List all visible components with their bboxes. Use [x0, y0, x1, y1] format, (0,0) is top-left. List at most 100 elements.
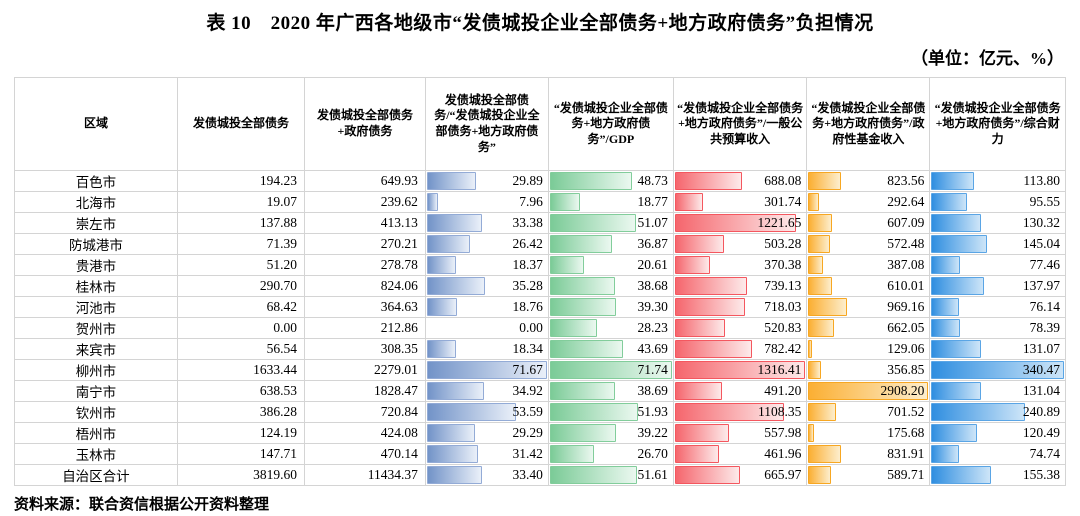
data-bar — [674, 361, 806, 379]
data-bar — [931, 340, 982, 358]
data-bar — [931, 277, 984, 295]
data-bar — [808, 256, 823, 274]
value-cell: 0.00 — [176, 317, 306, 339]
databar-cell: 26.42 — [424, 233, 549, 255]
data-bar — [931, 298, 960, 316]
value-cell: 19.07 — [176, 191, 306, 213]
value-label: 38.69 — [637, 383, 668, 398]
column-header-0: 区域 — [14, 77, 178, 171]
table-row: 玉林市 147.71 470.14 31.42 26.70 461.96 831.91 74.… — [14, 443, 1066, 465]
databar-cell: 77.46 — [929, 254, 1066, 276]
value-label: 35.28 — [512, 278, 543, 293]
databar-cell: 74.74 — [929, 443, 1066, 465]
data-bar — [674, 172, 743, 190]
column-header-1: 发债城投全部债务 — [176, 77, 306, 171]
databar-cell: 520.83 — [672, 317, 808, 339]
data-bar — [549, 424, 616, 442]
databar-cell: 131.07 — [929, 338, 1066, 360]
databar-cell: 71.74 — [547, 359, 674, 381]
value-cell: 2279.01 — [304, 359, 426, 381]
value-label: 26.70 — [637, 446, 668, 461]
data-bar — [674, 256, 711, 274]
region-cell: 梧州市 — [14, 422, 178, 444]
value-label: 131.04 — [1022, 383, 1060, 398]
table-row: 自治区合计 3819.60 11434.37 33.40 51.61 665.97 589.… — [14, 464, 1066, 486]
data-bar — [549, 382, 615, 400]
value-label: 1221.65 — [757, 215, 802, 230]
value-label: 387.08 — [887, 257, 925, 272]
value-label: 145.04 — [1022, 236, 1060, 251]
value-cell: 649.93 — [304, 170, 426, 192]
databar-cell: 589.71 — [806, 464, 931, 486]
value-label: 607.09 — [887, 215, 925, 230]
data-bar — [674, 235, 724, 253]
data-bar — [808, 403, 836, 421]
databar-cell: 20.61 — [547, 254, 674, 276]
databar-cell: 18.77 — [547, 191, 674, 213]
value-cell: 720.84 — [304, 401, 426, 423]
databar-cell: 78.39 — [929, 317, 1066, 339]
data-bar — [808, 214, 832, 232]
value-cell: 638.53 — [176, 380, 306, 402]
data-bar — [426, 424, 475, 442]
table-row: 河池市 68.42 364.63 18.76 39.30 718.03 969.16 76.1… — [14, 296, 1066, 318]
value-label: 36.87 — [637, 236, 668, 251]
table-body: 百色市 194.23 649.93 29.89 48.73 688.08 823.56 113… — [14, 170, 1066, 486]
column-header-4: “发债城投企业全部债务+地方政府债务”/GDP — [547, 77, 674, 171]
data-bar — [426, 298, 457, 316]
databar-cell: 131.04 — [929, 380, 1066, 402]
table-row: 桂林市 290.70 824.06 35.28 38.68 739.13 610.01 137… — [14, 275, 1066, 297]
databar-cell: 969.16 — [806, 296, 931, 318]
data-bar — [549, 340, 624, 358]
column-header-2: 发债城投全部债务+政府债务 — [304, 77, 426, 171]
table-row: 柳州市 1633.44 2279.01 71.67 71.74 1316.41 356.85… — [14, 359, 1066, 381]
data-bar — [808, 424, 814, 442]
databar-cell: 26.70 — [547, 443, 674, 465]
databar-cell: 823.56 — [806, 170, 931, 192]
value-cell: 1828.47 — [304, 380, 426, 402]
value-label: 29.29 — [512, 425, 543, 440]
data-bar — [931, 361, 1064, 379]
databar-cell: 662.05 — [806, 317, 931, 339]
table-row: 钦州市 386.28 720.84 53.59 51.93 1108.35 701.52 24… — [14, 401, 1066, 423]
value-cell: 1633.44 — [176, 359, 306, 381]
value-label: 18.77 — [637, 194, 668, 209]
data-bar — [426, 277, 485, 295]
value-label: 461.96 — [764, 446, 802, 461]
region-cell: 钦州市 — [14, 401, 178, 423]
data-bar — [426, 256, 457, 274]
data-bar — [674, 214, 796, 232]
data-bar — [674, 277, 748, 295]
databar-cell: 129.06 — [806, 338, 931, 360]
databar-cell: 51.61 — [547, 464, 674, 486]
databar-cell: 51.93 — [547, 401, 674, 423]
value-label: 2908.20 — [880, 383, 925, 398]
value-label: 48.73 — [637, 173, 668, 188]
value-cell: 56.54 — [176, 338, 306, 360]
databar-cell: 35.28 — [424, 275, 549, 297]
value-label: 1316.41 — [757, 362, 802, 377]
value-cell: 68.42 — [176, 296, 306, 318]
table-row: 梧州市 124.19 424.08 29.29 39.22 557.98 175.68 120… — [14, 422, 1066, 444]
data-bar — [549, 214, 637, 232]
column-header-6: “发债城投企业全部债务+地方政府债务”/政府性基金收入 — [806, 77, 931, 171]
value-label: 503.28 — [764, 236, 802, 251]
table-row: 防城港市 71.39 270.21 26.42 36.87 503.28 572.48 145… — [14, 233, 1066, 255]
data-bar — [549, 193, 581, 211]
value-label: 33.40 — [512, 467, 543, 482]
value-label: 51.07 — [637, 215, 668, 230]
databar-cell: 665.97 — [672, 464, 808, 486]
data-bar — [931, 424, 977, 442]
databar-cell: 18.76 — [424, 296, 549, 318]
value-label: 120.49 — [1022, 425, 1060, 440]
data-bar — [426, 466, 482, 484]
databar-cell: 113.80 — [929, 170, 1066, 192]
value-cell: 147.71 — [176, 443, 306, 465]
value-label: 20.61 — [637, 257, 668, 272]
data-bar — [549, 466, 638, 484]
databar-cell: 387.08 — [806, 254, 931, 276]
data-bar — [808, 172, 841, 190]
databar-cell: 38.68 — [547, 275, 674, 297]
data-bar — [549, 319, 597, 337]
header-row: 区域 发债城投全部债务 发债城投全部债务+政府债务 发债城投全部债务/“发债城投企业全… — [14, 77, 1066, 171]
